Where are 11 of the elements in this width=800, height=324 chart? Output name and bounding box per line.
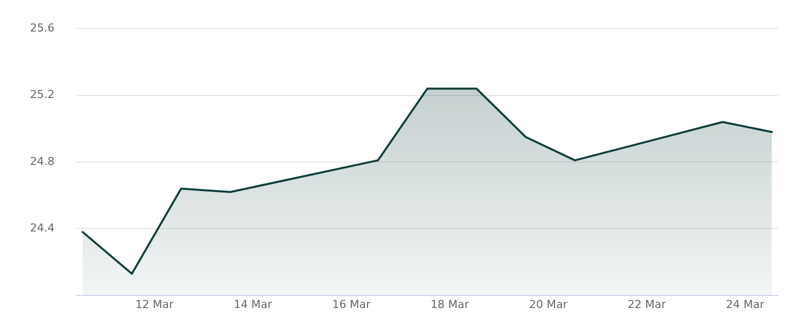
y-tick-label: 25.6 [30,21,54,34]
x-tick-label: 24 Mar [726,298,765,311]
x-tick-label: 22 Mar [628,298,666,311]
y-tick-label: 24.4 [30,222,54,235]
y-tick-label: 24.8 [30,154,54,168]
x-tick-label: 16 Mar [332,298,371,311]
x-tick-label: 12 Mar [135,298,174,311]
x-tick-label: 18 Mar [430,298,470,311]
x-tick-label: 14 Mar [234,298,272,311]
x-tick-label: 20 Mar [529,298,568,311]
y-tick-label: 25.2 [30,88,54,102]
